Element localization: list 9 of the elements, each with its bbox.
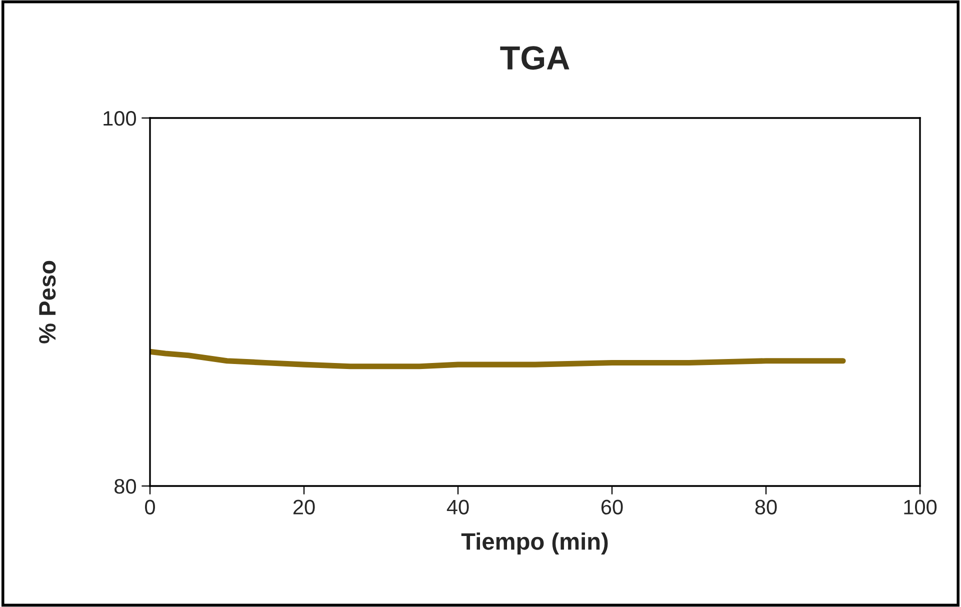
y-axis-title: % Peso <box>39 260 56 344</box>
x-tick-label: 20 <box>293 500 315 514</box>
x-tick-label: 80 <box>755 500 777 514</box>
x-tick-label: 100 <box>904 500 937 514</box>
x-tick-label: 40 <box>446 500 469 514</box>
x-axis-title: Tiempo (min) <box>461 532 608 555</box>
chart-title: TGA <box>500 46 570 70</box>
x-tick-label: 60 <box>601 500 623 514</box>
x-tick-label: 0 <box>145 500 155 514</box>
